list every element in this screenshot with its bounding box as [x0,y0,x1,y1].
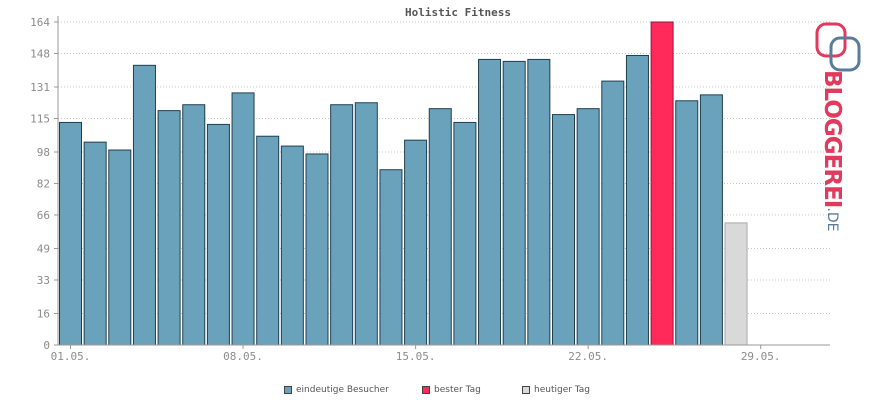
x-tick-label-3: 22.05. [568,350,608,363]
bar-day-19 [502,60,526,346]
bar-day-8 [231,92,255,346]
bar-day-24 [625,54,649,346]
y-tick-label-3: 49 [37,242,50,255]
bar-day-7 [206,123,230,346]
legend-swatch-today [522,386,530,394]
bar-day-14 [379,169,403,346]
legend-item-today: heutiger Tag [522,385,590,395]
x-tick-label-4: 29.05. [741,350,781,363]
legend-swatch-unique-visitors [284,386,292,394]
bar-day-16 [428,108,452,346]
bar-day-12 [330,104,354,346]
y-tick-label-9: 148 [30,48,50,61]
y-tick-label-4: 66 [37,209,50,222]
y-tick-label-6: 98 [37,146,50,159]
bar-day-5 [157,110,181,346]
bar-day-1 [59,121,82,346]
bar-day-6 [182,104,206,346]
bar-day-20 [527,58,551,346]
legend: eindeutige Besucher bester Tag heutiger … [0,385,870,399]
y-tick-label-1: 16 [37,307,50,320]
bar-day-4 [132,64,156,346]
bar-day-17 [453,121,477,346]
bloggerei-logo-text: BLOGGEREI.DE [818,70,846,231]
bar-day-3 [108,149,132,346]
y-tick-label-8: 131 [30,81,50,94]
bar-day-10 [280,145,304,346]
y-axis-ticks: 0 16 33 49 66 82 98 115 131 148 164 [30,16,58,352]
x-tick-label-1: 08.05. [223,350,263,363]
bar-day-23 [601,80,625,346]
bar-day-26 [675,100,699,346]
bar-day-11 [305,153,329,346]
x-tick-label-2: 15.05. [396,350,436,363]
bar-day-18 [478,58,502,346]
legend-swatch-best-day [422,386,430,394]
x-tick-label-0: 01.05. [51,350,91,363]
axes [54,16,830,346]
bar-day-15 [404,139,428,346]
legend-label-best-day: bester Tag [434,385,481,395]
x-axis-ticks: 01.05. 08.05. 15.05. 22.05. 29.05. [51,345,781,363]
bar-day-13 [354,102,378,346]
y-tick-label-7: 115 [30,113,50,126]
legend-item-best-day: bester Tag [422,385,481,395]
bar-day-28 [724,222,748,346]
y-tick-label-5: 82 [37,178,50,191]
legend-label-today: heutiger Tag [534,385,591,395]
y-tick-label-2: 33 [37,274,50,287]
bar-day-27 [699,94,723,346]
logo-wordmark: BLOGGEREI [819,70,845,208]
bar-day-21 [552,114,575,346]
bar-day-25 [650,21,674,346]
y-tick-label-10: 164 [30,16,50,29]
logo-tld: .DE [824,207,840,232]
bar-day-2 [83,141,107,346]
bloggerei-logo-icon [815,22,861,72]
y-tick-label-0: 0 [43,339,50,352]
bar-day-9 [256,135,280,346]
bar-day-22 [576,108,600,346]
legend-item-unique-visitors: eindeutige Besucher [284,385,389,395]
chart-title: Holistic Fitness [405,6,511,19]
legend-label-unique-visitors: eindeutige Besucher [296,385,389,395]
